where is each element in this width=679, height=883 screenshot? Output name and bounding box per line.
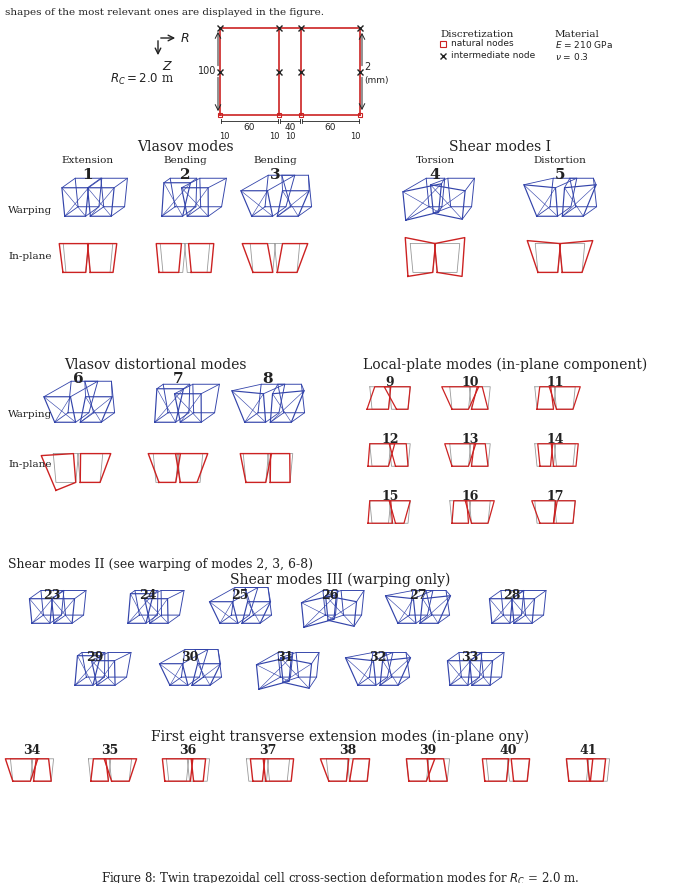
Text: 23: 23 (43, 589, 60, 602)
Text: Discretization: Discretization (440, 30, 513, 39)
Text: 9: 9 (386, 376, 394, 389)
Text: Bending: Bending (163, 156, 207, 165)
Text: 12: 12 (381, 433, 399, 446)
Text: Shear modes II (see warping of modes 2, 3, 6-8): Shear modes II (see warping of modes 2, … (8, 558, 313, 571)
Text: 31: 31 (276, 651, 294, 664)
Text: 41: 41 (579, 744, 597, 757)
Text: 38: 38 (340, 744, 356, 757)
Text: Distortion: Distortion (534, 156, 587, 165)
Text: Extension: Extension (62, 156, 114, 165)
Text: Material: Material (555, 30, 600, 39)
Text: Shear modes III (warping only): Shear modes III (warping only) (230, 573, 450, 587)
Text: 13: 13 (461, 433, 479, 446)
Text: 100: 100 (198, 66, 216, 77)
Text: 6: 6 (73, 372, 84, 386)
Text: 40: 40 (285, 123, 295, 132)
Text: 60: 60 (244, 123, 255, 132)
Text: 32: 32 (369, 651, 386, 664)
Text: In-plane: In-plane (8, 252, 52, 261)
Text: 7: 7 (172, 372, 183, 386)
Text: 60: 60 (325, 123, 336, 132)
Text: 40: 40 (499, 744, 517, 757)
Text: 30: 30 (181, 651, 199, 664)
Text: 36: 36 (179, 744, 197, 757)
Text: 15: 15 (382, 490, 399, 503)
Text: 10: 10 (219, 132, 230, 141)
Text: 2: 2 (364, 62, 370, 72)
Text: 10: 10 (269, 132, 279, 141)
Text: 29: 29 (86, 651, 104, 664)
Text: Local-plate modes (in-plane component): Local-plate modes (in-plane component) (363, 358, 647, 373)
Text: shapes of the most relevant ones are displayed in the figure.: shapes of the most relevant ones are dis… (5, 8, 324, 17)
Text: 39: 39 (420, 744, 437, 757)
Text: Vlasov modes: Vlasov modes (136, 140, 234, 154)
Text: 11: 11 (546, 376, 564, 389)
Text: Bending: Bending (253, 156, 297, 165)
Text: 24: 24 (139, 589, 157, 602)
Text: intermediate node: intermediate node (451, 51, 535, 61)
Text: 14: 14 (546, 433, 564, 446)
Text: 26: 26 (321, 589, 339, 602)
Text: $E$ = 210 GPa: $E$ = 210 GPa (555, 39, 613, 49)
Text: 3: 3 (270, 168, 280, 182)
Text: Warping: Warping (8, 206, 52, 215)
Text: 10: 10 (461, 376, 479, 389)
Text: 4: 4 (430, 168, 440, 182)
Text: 33: 33 (461, 651, 479, 664)
Text: 10: 10 (350, 132, 361, 141)
Text: natural nodes: natural nodes (451, 40, 513, 49)
Text: 10: 10 (285, 132, 295, 141)
Text: 5: 5 (555, 168, 565, 182)
Text: 16: 16 (461, 490, 479, 503)
Text: Vlasov distortional modes: Vlasov distortional modes (64, 358, 246, 372)
Text: 17: 17 (546, 490, 564, 503)
Text: (mm): (mm) (364, 76, 388, 85)
Text: Torsion: Torsion (416, 156, 454, 165)
Text: 34: 34 (23, 744, 41, 757)
Text: $\nu$ = 0.3: $\nu$ = 0.3 (555, 50, 589, 62)
Text: $R_C = 2.0$ m: $R_C = 2.0$ m (110, 72, 174, 87)
Text: 27: 27 (409, 589, 426, 602)
Text: 28: 28 (503, 589, 521, 602)
Text: 2: 2 (180, 168, 190, 182)
Text: $R$: $R$ (180, 32, 189, 44)
Text: 37: 37 (259, 744, 276, 757)
Text: Warping: Warping (8, 410, 52, 419)
Text: 35: 35 (101, 744, 119, 757)
Text: $Z$: $Z$ (162, 60, 173, 73)
Text: Shear modes I: Shear modes I (449, 140, 551, 154)
Text: Figure 8: Twin trapezoidal cell cross-section deformation modes for $R_C$ = 2.0 : Figure 8: Twin trapezoidal cell cross-se… (101, 870, 579, 883)
Text: In-plane: In-plane (8, 460, 52, 469)
Text: First eight transverse extension modes (in-plane ony): First eight transverse extension modes (… (151, 730, 529, 744)
Text: 8: 8 (263, 372, 274, 386)
Text: 1: 1 (83, 168, 93, 182)
Text: 25: 25 (232, 589, 249, 602)
